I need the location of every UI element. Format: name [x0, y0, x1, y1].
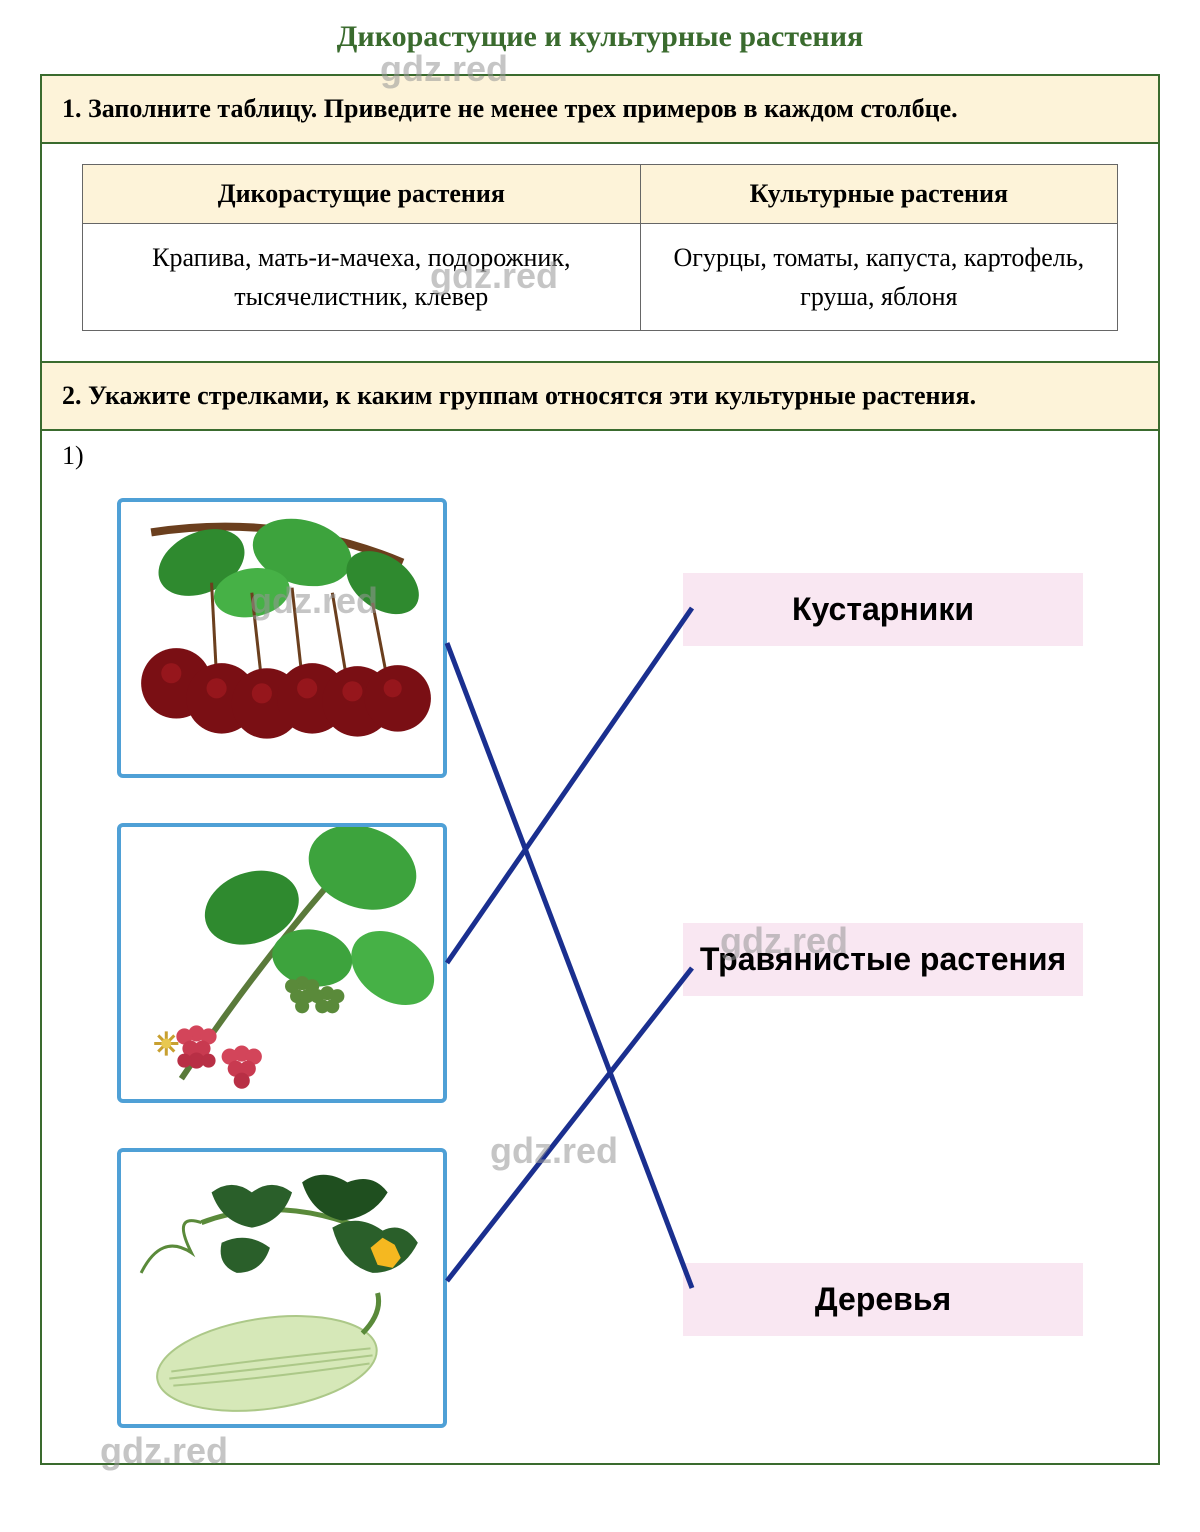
task1-table-wrapper: Дикорастущие растения Культурные растени…	[42, 164, 1158, 363]
column-header-wild: Дикорастущие растения	[83, 165, 641, 224]
task1-header: 1. Заполните таблицу. Приведите не менее…	[42, 76, 1158, 144]
cherry-illustration	[121, 502, 443, 774]
plant-card-cherry	[117, 498, 447, 778]
category-label-herbs: Травянистые растения	[683, 923, 1083, 996]
zucchini-illustration	[121, 1152, 443, 1424]
cultivated-plants-cell: Огурцы, томаты, капуста, картофель, груш…	[640, 224, 1117, 331]
wild-plants-cell: Крапива, мать-и-мачеха, подорожник, тыся…	[83, 224, 641, 331]
worksheet-container: 1. Заполните таблицу. Приведите не менее…	[40, 74, 1160, 1465]
page-title: Дикорастущие и культурные растения	[40, 20, 1160, 54]
task2-header: 2. Укажите стрелками, к каким группам от…	[42, 363, 1158, 431]
plant-card-zucchini	[117, 1148, 447, 1428]
diagram-area: Кустарники Травянистые растения Деревья	[62, 443, 1138, 1443]
diagram-container: 1)	[42, 431, 1158, 1463]
category-label-shrubs: Кустарники	[683, 573, 1083, 646]
connection-line	[447, 608, 692, 963]
connection-line	[447, 643, 692, 1288]
plant-card-raspberry	[117, 823, 447, 1103]
column-header-cultivated: Культурные растения	[640, 165, 1117, 224]
table-row: Крапива, мать-и-мачеха, подорожник, тыся…	[83, 224, 1118, 331]
plant-table: Дикорастущие растения Культурные растени…	[82, 164, 1118, 331]
category-label-trees: Деревья	[683, 1263, 1083, 1336]
raspberry-illustration	[121, 827, 443, 1099]
table-header-row: Дикорастущие растения Культурные растени…	[83, 165, 1118, 224]
connection-line	[447, 968, 692, 1281]
